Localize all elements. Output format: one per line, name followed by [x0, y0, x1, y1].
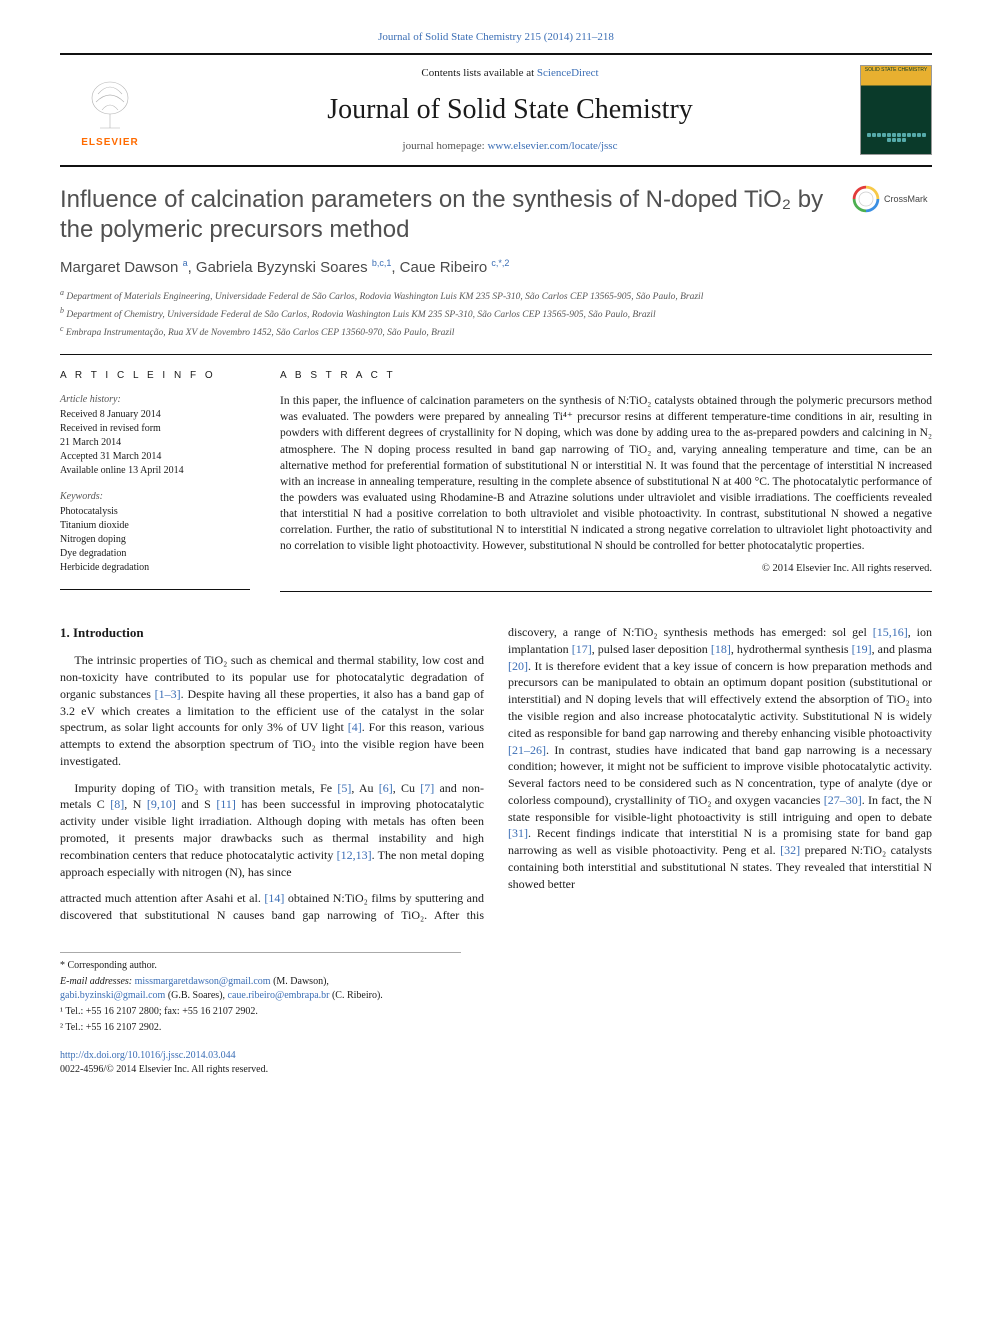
keyword: Herbicide degradation	[60, 561, 250, 575]
citation-link[interactable]: [7]	[420, 781, 434, 795]
email-label: E-mail addresses:	[60, 976, 135, 987]
email-link[interactable]: missmargaretdawson@gmail.com	[135, 976, 271, 987]
email-line: E-mail addresses: missmargaretdawson@gma…	[60, 975, 461, 1003]
citation-link[interactable]: [21–26]	[508, 743, 546, 757]
tel-1: ¹ Tel.: +55 16 2107 2800; fax: +55 16 21…	[60, 1005, 461, 1019]
doi-link[interactable]: http://dx.doi.org/10.1016/j.jssc.2014.03…	[60, 1050, 236, 1061]
email-attribution: (C. Ribeiro).	[329, 990, 382, 1001]
abstract-text: In this paper, the influence of calcinat…	[280, 393, 932, 554]
crossmark-label: CrossMark	[884, 193, 928, 206]
header-citation: Journal of Solid State Chemistry 215 (20…	[60, 30, 932, 45]
doi-block: http://dx.doi.org/10.1016/j.jssc.2014.03…	[60, 1049, 932, 1077]
body-columns: 1. Introduction The intrinsic properties…	[60, 624, 932, 924]
history-label: Article history:	[60, 393, 250, 407]
publisher-logo: ELSEVIER	[60, 70, 160, 150]
citation-link[interactable]: [12,13]	[337, 848, 372, 862]
citation-link[interactable]: [4]	[348, 720, 362, 734]
authors-line: Margaret Dawson a, Gabriela Byzynski Soa…	[60, 257, 932, 278]
header-citation-link[interactable]: Journal of Solid State Chemistry 215 (20…	[378, 31, 614, 43]
contents-prefix: Contents lists available at	[421, 67, 536, 79]
history-line: Received 8 January 2014	[60, 408, 250, 422]
homepage-label: journal homepage:	[403, 140, 488, 152]
citation-link[interactable]: [8]	[110, 797, 124, 811]
citation-link[interactable]: [32]	[780, 843, 800, 857]
citation-link[interactable]: [20]	[508, 659, 528, 673]
cover-label: SOLID STATE CHEMISTRY	[863, 68, 929, 73]
abstract-column: A B S T R A C T In this paper, the influ…	[280, 369, 932, 592]
article-info-heading: A R T I C L E I N F O	[60, 369, 250, 383]
masthead-center: Contents lists available at ScienceDirec…	[160, 66, 860, 154]
cover-graphic-icon	[861, 129, 931, 146]
history-line: Available online 13 April 2014	[60, 464, 250, 478]
history-line: Received in revised form	[60, 422, 250, 436]
keyword: Titanium dioxide	[60, 519, 250, 533]
affiliation-line: c Embrapa Instrumentação, Rua XV de Nove…	[60, 324, 932, 340]
journal-cover-thumbnail: SOLID STATE CHEMISTRY	[860, 65, 932, 155]
citation-link[interactable]: [6]	[379, 781, 393, 795]
citation-link[interactable]: [17]	[572, 642, 592, 656]
journal-homepage-line: journal homepage: www.elsevier.com/locat…	[160, 139, 860, 154]
keyword: Photocatalysis	[60, 505, 250, 519]
tel-2: ² Tel.: +55 16 2107 2902.	[60, 1021, 461, 1035]
citation-link[interactable]: [11]	[216, 797, 236, 811]
crossmark-icon	[852, 185, 880, 213]
citation-link[interactable]: [5]	[337, 781, 351, 795]
citation-link[interactable]: [27–30]	[824, 793, 862, 807]
body-para-2: Impurity doping of TiO₂ with transition …	[60, 780, 484, 881]
abstract-heading: A B S T R A C T	[280, 369, 932, 383]
email-link[interactable]: gabi.byzinski@gmail.com	[60, 990, 165, 1001]
citation-link[interactable]: [14]	[264, 891, 284, 905]
citation-link[interactable]: [1–3]	[155, 687, 181, 701]
footnotes: * Corresponding author. E-mail addresses…	[60, 952, 461, 1035]
sciencedirect-link[interactable]: ScienceDirect	[537, 67, 599, 79]
history-line: 21 March 2014	[60, 436, 250, 450]
citation-link[interactable]: [19]	[852, 642, 872, 656]
title-row: Influence of calcination parameters on t…	[60, 185, 932, 245]
citation-link[interactable]: [31]	[508, 826, 528, 840]
body-para-1: The intrinsic properties of TiO₂ such as…	[60, 652, 484, 770]
section-1-heading: 1. Introduction	[60, 624, 484, 642]
contents-available-line: Contents lists available at ScienceDirec…	[160, 66, 860, 81]
keywords-label: Keywords:	[60, 490, 250, 504]
citation-link[interactable]: [18]	[711, 642, 731, 656]
article-info-column: A R T I C L E I N F O Article history: R…	[60, 369, 250, 592]
homepage-link[interactable]: www.elsevier.com/locate/jssc	[487, 140, 617, 152]
publisher-name: ELSEVIER	[80, 136, 140, 150]
citation-link[interactable]: [9,10]	[147, 797, 176, 811]
affiliation-line: b Department of Chemistry, Universidade …	[60, 306, 932, 322]
masthead: ELSEVIER Contents lists available at Sci…	[60, 53, 932, 167]
email-attribution: (M. Dawson),	[271, 976, 329, 987]
meta-row: A R T I C L E I N F O Article history: R…	[60, 354, 932, 592]
elsevier-tree-icon	[80, 74, 140, 134]
affiliations: a Department of Materials Engineering, U…	[60, 288, 932, 340]
crossmark-badge[interactable]: CrossMark	[852, 185, 932, 213]
keywords-list: PhotocatalysisTitanium dioxideNitrogen d…	[60, 505, 250, 575]
email-attribution: (G.B. Soares),	[165, 990, 227, 1001]
keyword: Dye degradation	[60, 547, 250, 561]
citation-link[interactable]: [15,16]	[873, 625, 908, 639]
history-lines: Received 8 January 2014Received in revis…	[60, 408, 250, 478]
history-line: Accepted 31 March 2014	[60, 450, 250, 464]
keyword: Nitrogen doping	[60, 533, 250, 547]
corresponding-author: * Corresponding author.	[60, 959, 461, 973]
journal-name: Journal of Solid State Chemistry	[160, 90, 860, 129]
issn-line: 0022-4596/© 2014 Elsevier Inc. All right…	[60, 1064, 268, 1075]
article-title: Influence of calcination parameters on t…	[60, 185, 840, 245]
affiliation-line: a Department of Materials Engineering, U…	[60, 288, 932, 304]
email-link[interactable]: caue.ribeiro@embrapa.br	[228, 990, 330, 1001]
abstract-copyright: © 2014 Elsevier Inc. All rights reserved…	[280, 562, 932, 577]
